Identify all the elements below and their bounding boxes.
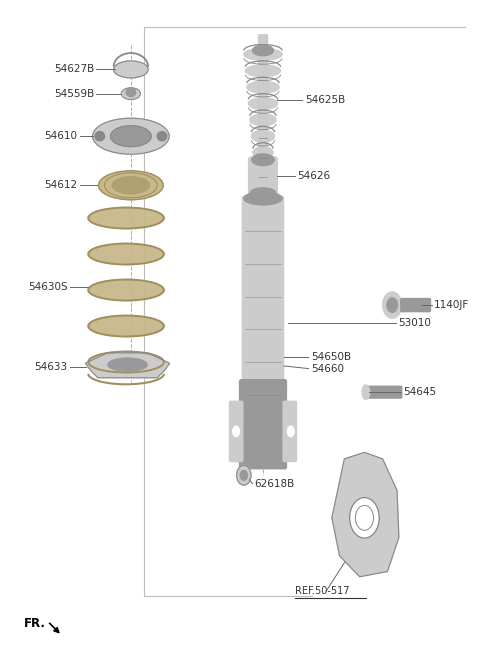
Ellipse shape — [244, 49, 282, 60]
Ellipse shape — [108, 358, 147, 371]
Text: 54626: 54626 — [298, 171, 331, 181]
Ellipse shape — [349, 497, 379, 538]
FancyBboxPatch shape — [242, 196, 284, 423]
Ellipse shape — [88, 243, 164, 264]
Ellipse shape — [88, 352, 164, 373]
Text: 54633: 54633 — [35, 362, 68, 372]
Polygon shape — [85, 353, 169, 378]
Ellipse shape — [114, 61, 148, 78]
Ellipse shape — [95, 132, 105, 141]
Ellipse shape — [245, 65, 281, 77]
Text: 53010: 53010 — [398, 318, 431, 328]
Text: REF.50-517: REF.50-517 — [295, 586, 349, 596]
FancyBboxPatch shape — [229, 401, 243, 462]
Ellipse shape — [240, 470, 247, 480]
Ellipse shape — [244, 192, 282, 205]
Ellipse shape — [252, 45, 274, 56]
Polygon shape — [332, 453, 399, 577]
Text: 54625B: 54625B — [305, 95, 345, 105]
Ellipse shape — [288, 426, 294, 437]
Ellipse shape — [252, 131, 275, 142]
Ellipse shape — [157, 132, 167, 141]
Ellipse shape — [237, 466, 251, 485]
Text: 54612: 54612 — [44, 180, 77, 190]
Text: 54650B: 54650B — [311, 352, 351, 362]
Ellipse shape — [112, 176, 150, 194]
Ellipse shape — [250, 114, 276, 126]
Ellipse shape — [233, 426, 240, 437]
Ellipse shape — [387, 298, 397, 312]
Text: 54627B: 54627B — [54, 64, 94, 74]
FancyBboxPatch shape — [249, 157, 277, 195]
Text: 62618B: 62618B — [254, 479, 295, 489]
Text: 54610: 54610 — [44, 131, 77, 141]
Ellipse shape — [247, 81, 279, 93]
FancyBboxPatch shape — [283, 401, 297, 462]
Ellipse shape — [88, 316, 164, 337]
Ellipse shape — [248, 98, 277, 110]
Ellipse shape — [93, 118, 169, 154]
Text: 54660: 54660 — [311, 363, 344, 373]
Text: 54559B: 54559B — [54, 89, 94, 98]
Ellipse shape — [121, 88, 141, 100]
Ellipse shape — [362, 385, 370, 400]
FancyBboxPatch shape — [367, 386, 402, 398]
Text: FR.: FR. — [24, 617, 46, 630]
Ellipse shape — [252, 154, 274, 166]
Ellipse shape — [244, 415, 282, 427]
Ellipse shape — [251, 188, 276, 197]
FancyBboxPatch shape — [240, 380, 287, 469]
Text: 54630S: 54630S — [28, 283, 68, 293]
Ellipse shape — [383, 292, 402, 318]
FancyBboxPatch shape — [401, 298, 431, 312]
Ellipse shape — [110, 126, 151, 147]
Ellipse shape — [98, 171, 163, 199]
FancyBboxPatch shape — [258, 35, 267, 199]
Text: 1140JF: 1140JF — [434, 300, 469, 310]
Ellipse shape — [88, 207, 164, 228]
Ellipse shape — [253, 147, 273, 159]
Text: 54645: 54645 — [404, 387, 437, 397]
Ellipse shape — [126, 88, 136, 96]
Ellipse shape — [88, 279, 164, 300]
